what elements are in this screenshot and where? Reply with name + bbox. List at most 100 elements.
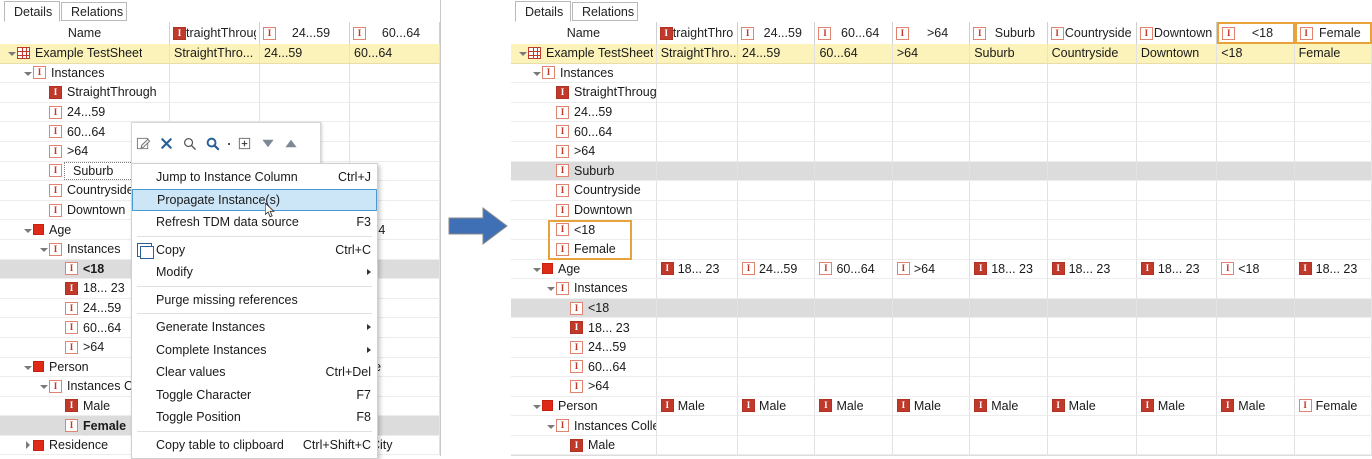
table-cell[interactable]	[1137, 142, 1217, 162]
table-row[interactable]: I<18	[511, 299, 1372, 319]
table-cell[interactable]	[1217, 64, 1294, 84]
twisty-expanded-icon[interactable]	[22, 220, 33, 239]
table-cell[interactable]	[1217, 220, 1294, 240]
table-cell[interactable]	[1295, 318, 1372, 338]
row-name-cell[interactable]: I<18	[511, 299, 657, 319]
row-name-cell[interactable]: I>64	[511, 377, 657, 397]
column-header-traightthrough[interactable]: ItraightThrough	[657, 22, 738, 44]
table-cell[interactable]	[970, 122, 1047, 142]
table-cell[interactable]	[1217, 181, 1294, 201]
table-cell[interactable]	[170, 83, 260, 103]
table-cell[interactable]	[893, 162, 970, 182]
table-cell[interactable]	[1295, 279, 1372, 299]
table-cell[interactable]	[657, 358, 738, 378]
table-cell[interactable]	[970, 358, 1047, 378]
menu-item-generate-instances[interactable]: Generate Instances	[132, 316, 377, 339]
table-cell[interactable]	[815, 162, 892, 182]
table-cell[interactable]	[1295, 358, 1372, 378]
twisty-expanded-icon[interactable]	[531, 397, 542, 416]
table-cell[interactable]	[970, 240, 1047, 260]
twisty-expanded-icon[interactable]	[531, 260, 542, 279]
table-cell[interactable]	[1048, 299, 1137, 319]
table-cell[interactable]	[893, 83, 970, 103]
table-cell[interactable]	[1217, 318, 1294, 338]
menu-item-modify[interactable]: Modify	[132, 261, 377, 284]
table-cell[interactable]: Female	[1295, 44, 1372, 64]
table-cell[interactable]	[1295, 83, 1372, 103]
table-cell[interactable]	[1137, 299, 1217, 319]
table-cell[interactable]	[657, 279, 738, 299]
table-cell[interactable]	[893, 122, 970, 142]
table-cell[interactable]	[970, 416, 1047, 436]
column-header-name[interactable]: Name	[511, 22, 657, 44]
table-cell[interactable]	[815, 416, 892, 436]
table-cell[interactable]	[1217, 338, 1294, 358]
table-cell[interactable]	[1048, 83, 1137, 103]
table-cell[interactable]	[738, 318, 815, 338]
table-cell[interactable]	[970, 436, 1047, 456]
table-cell[interactable]	[815, 358, 892, 378]
table-cell[interactable]	[1048, 122, 1137, 142]
table-cell[interactable]	[1137, 318, 1217, 338]
table-cell[interactable]	[1217, 358, 1294, 378]
table-cell[interactable]	[260, 103, 350, 123]
table-cell[interactable]	[1217, 436, 1294, 456]
table-cell[interactable]	[893, 220, 970, 240]
table-cell[interactable]	[1217, 299, 1294, 319]
table-cell[interactable]	[350, 142, 440, 162]
table-cell[interactable]	[815, 279, 892, 299]
twisty-expanded-icon[interactable]	[531, 64, 542, 83]
table-cell[interactable]	[970, 162, 1047, 182]
table-cell[interactable]: 60...64	[815, 44, 892, 64]
table-cell[interactable]	[1217, 240, 1294, 260]
row-name-cell[interactable]: Example TestSheet	[511, 44, 657, 64]
table-cell[interactable]	[738, 377, 815, 397]
table-cell[interactable]	[970, 279, 1047, 299]
table-cell[interactable]: <18	[1217, 44, 1294, 64]
table-cell[interactable]	[1137, 83, 1217, 103]
table-cell[interactable]: I>64	[893, 260, 970, 280]
table-cell[interactable]	[815, 201, 892, 221]
column-header-traightthrough[interactable]: ItraightThrough	[170, 22, 260, 44]
table-cell[interactable]	[1048, 162, 1137, 182]
table-cell[interactable]	[1137, 64, 1217, 84]
table-cell[interactable]	[350, 64, 440, 84]
table-cell[interactable]	[893, 358, 970, 378]
table-cell[interactable]	[738, 358, 815, 378]
table-cell[interactable]	[1048, 64, 1137, 84]
twisty-expanded-icon[interactable]	[22, 358, 33, 377]
table-cell[interactable]	[657, 318, 738, 338]
table-row[interactable]: I>64	[511, 142, 1372, 162]
table-cell[interactable]	[170, 103, 260, 123]
table-cell[interactable]	[657, 142, 738, 162]
expand-down-icon[interactable]	[256, 132, 279, 156]
table-cell[interactable]	[738, 122, 815, 142]
table-cell[interactable]	[657, 220, 738, 240]
table-cell[interactable]	[1295, 338, 1372, 358]
row-name-cell[interactable]: Person	[511, 397, 657, 417]
table-cell[interactable]	[657, 201, 738, 221]
